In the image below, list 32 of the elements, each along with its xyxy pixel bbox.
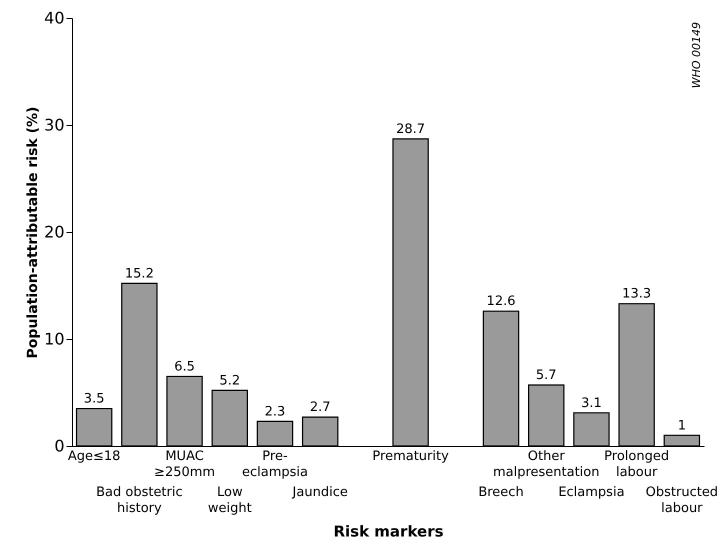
data-label: 15.2 xyxy=(124,266,154,282)
x-tick-label: MUAC ≥250mm xyxy=(154,449,216,480)
x-tick-label: Prematurity xyxy=(372,449,450,464)
x-tick-label: Pre- eclampsia xyxy=(242,449,308,480)
x-axis-title: Risk markers xyxy=(333,522,444,540)
data-label: 13.3 xyxy=(622,286,652,302)
data-label: 3.1 xyxy=(581,396,602,411)
x-tick-label: Bad obstetric history xyxy=(96,485,183,516)
x-tick-label: Jaundice xyxy=(292,485,348,500)
x-tick-label: Breech xyxy=(478,485,524,500)
x-tick-label: Other malpresentation xyxy=(492,449,600,480)
data-label: 5.2 xyxy=(219,373,240,388)
y-tick-label: 30 xyxy=(44,116,64,134)
data-label: 2.3 xyxy=(264,404,286,420)
x-tick-label: Prolonged labour xyxy=(604,449,670,480)
y-tick-label: 10 xyxy=(44,330,64,348)
data-label: 1 xyxy=(678,418,686,434)
data-label: 3.5 xyxy=(84,392,104,407)
y-tick-label: 40 xyxy=(44,8,64,28)
data-label: 5.7 xyxy=(536,368,557,384)
annotation: WHO 00149 xyxy=(690,22,703,88)
data-label: 2.7 xyxy=(310,400,331,416)
data-label: 6.5 xyxy=(174,359,195,374)
x-tick-label: Age≤18 xyxy=(68,449,120,464)
data-label: 12.6 xyxy=(486,294,516,310)
y-axis-title: Population-attributable risk (%) xyxy=(25,106,42,358)
x-tick-label: Low weight xyxy=(208,485,252,516)
x-tick-label: Obstructed labour xyxy=(646,485,718,516)
x-tick-label: Eclampsia xyxy=(558,485,625,500)
y-tick-label: 20 xyxy=(44,222,64,242)
data-label: 28.7 xyxy=(396,122,426,137)
y-tick-label: 0 xyxy=(54,436,64,456)
